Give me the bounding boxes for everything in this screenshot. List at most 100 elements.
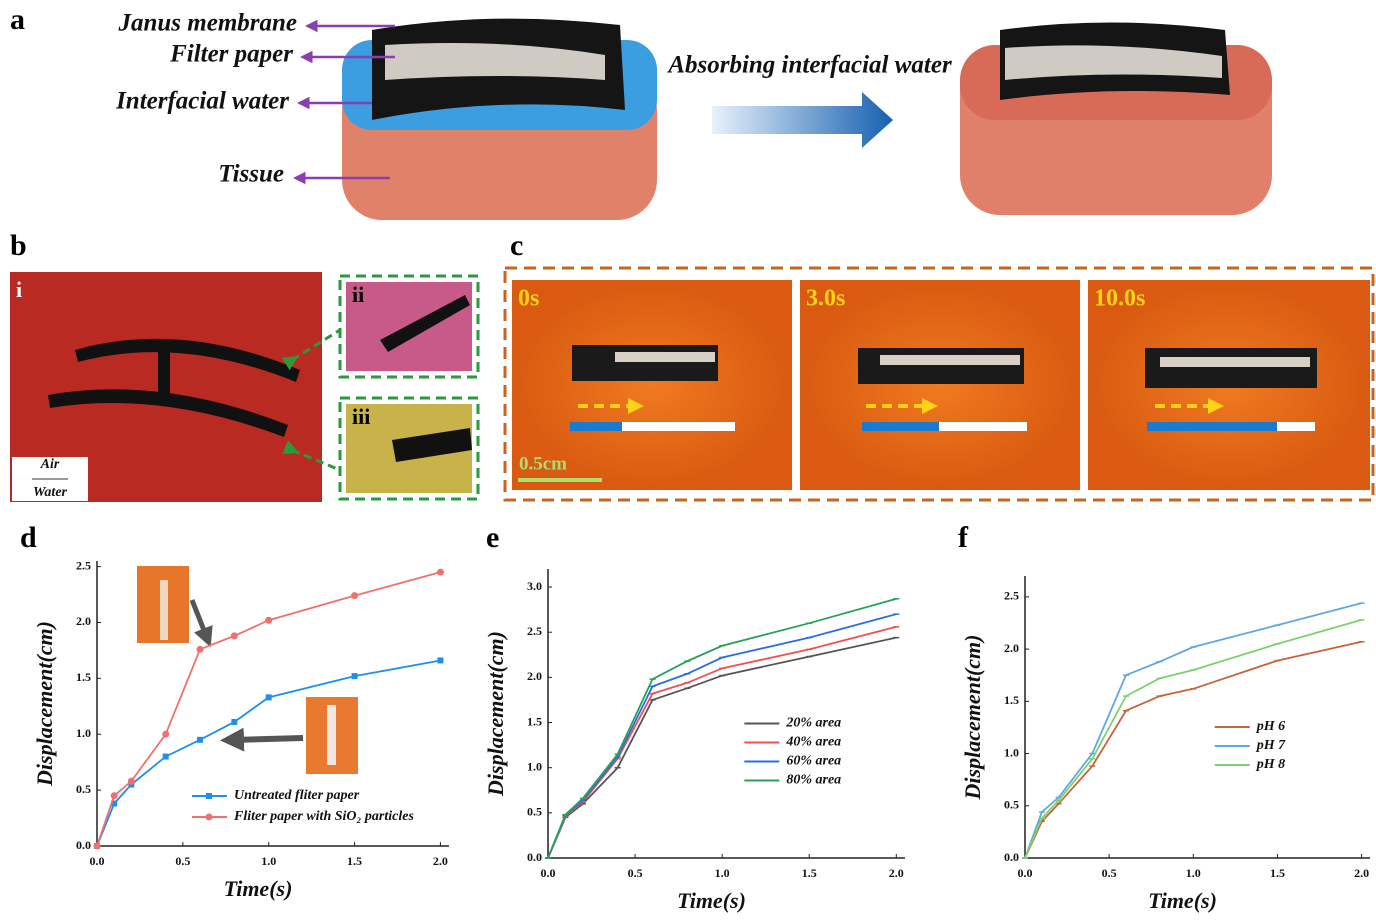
series-line — [548, 638, 896, 858]
y-axis-label: Displacement(cm) — [960, 635, 985, 801]
inset-label: i — [16, 277, 22, 302]
point — [437, 657, 443, 663]
y-tick-label: 1.0 — [527, 759, 542, 773]
y-tick-label: 2.5 — [527, 624, 542, 638]
point — [163, 754, 169, 760]
y-tick-label: 0.5 — [527, 805, 542, 819]
x-tick-label: 0.5 — [175, 854, 190, 868]
y-axis-label: Displacement(cm) — [32, 621, 57, 787]
series-line — [1025, 642, 1362, 858]
progress-bars — [570, 422, 1315, 431]
y-tick-label: 1.5 — [527, 714, 542, 728]
panel-label: e — [486, 521, 499, 554]
x-tick-label: 0.5 — [628, 866, 643, 880]
legend-label: 40% area — [785, 735, 841, 750]
y-tick-label: 1.5 — [76, 670, 91, 684]
x-axis-label: Time(s) — [677, 888, 746, 913]
series-line — [548, 627, 896, 858]
y-tick-label: 2.0 — [1004, 641, 1019, 655]
point — [231, 632, 238, 639]
x-tick-label: 1.5 — [347, 854, 362, 868]
panel-label: b — [10, 229, 27, 262]
x-tick-label: 1.5 — [1270, 866, 1285, 880]
frame-time: 10.0s — [1094, 286, 1145, 312]
inset-label: ii — [352, 282, 364, 307]
interface-label: Air — [40, 457, 60, 472]
x-axis-label: Time(s) — [224, 876, 293, 901]
panel-label: a — [10, 3, 25, 36]
panel-label: f — [958, 521, 969, 554]
point — [266, 694, 272, 700]
x-tick-label: 2.0 — [433, 854, 448, 868]
panel-label: d — [20, 521, 37, 554]
x-tick-label: 1.0 — [715, 866, 730, 880]
point — [351, 592, 358, 599]
x-tick-label: 2.0 — [889, 866, 904, 880]
x-axis-label: Time(s) — [1148, 888, 1217, 913]
legend-label: 20% area — [785, 716, 841, 731]
point — [197, 737, 203, 743]
point — [111, 792, 118, 799]
y-tick-label: 0.5 — [76, 782, 91, 796]
legend-label: pH 6 — [1256, 719, 1285, 734]
series-line — [1025, 620, 1362, 858]
legend-label: 60% area — [786, 754, 841, 769]
y-tick-label: 2.0 — [527, 669, 542, 683]
x-tick-label: 2.0 — [1354, 866, 1369, 880]
figure: a Janus membrane Filter paper Interfacia… — [0, 0, 1376, 920]
scale-label: 0.5cm — [519, 453, 567, 474]
d-insets — [137, 566, 358, 774]
inset-label: iii — [352, 404, 370, 429]
legend-label: 80% area — [786, 773, 841, 788]
axes — [1025, 576, 1370, 858]
legend-marker — [206, 814, 213, 821]
legend-marker — [206, 793, 212, 799]
series-line — [548, 599, 896, 858]
panel-a: a Janus membrane Filter paper Interfacia… — [10, 3, 1272, 220]
x-tick-label: 0.0 — [541, 866, 556, 880]
callout: Filter paper — [169, 41, 293, 68]
callout: Janus membrane — [117, 10, 297, 37]
x-tick-label: 1.0 — [261, 854, 276, 868]
x-tick-label: 1.5 — [802, 866, 817, 880]
panel-c: c 0s 3.0s 10.0s 0.5cm — [505, 229, 1373, 500]
panel-label: c — [510, 229, 523, 262]
point — [128, 778, 135, 785]
y-tick-label: 0.0 — [527, 850, 542, 864]
point — [231, 719, 237, 725]
axes — [548, 569, 905, 858]
x-tick-label: 1.0 — [1186, 866, 1201, 880]
point — [94, 843, 101, 850]
process-arrow — [712, 92, 893, 148]
point — [265, 617, 272, 624]
scale-bar — [518, 478, 602, 482]
panel-b: b i Air Water ii iii — [10, 229, 478, 502]
series-line — [1025, 603, 1362, 858]
y-tick-label: 3.0 — [527, 579, 542, 593]
frame-time: 3.0s — [806, 286, 845, 312]
legend-label: Untreated fliter paper — [234, 788, 360, 803]
x-tick-label: 0.5 — [1102, 866, 1117, 880]
frame-time: 0s — [518, 286, 539, 312]
y-tick-label: 0.5 — [1004, 798, 1019, 812]
legend-label: Fliter paper with SiO₂ particles — [233, 809, 414, 824]
series-line — [548, 614, 896, 858]
y-axis-label: Displacement(cm) — [483, 631, 508, 797]
y-tick-label: 0.0 — [1004, 850, 1019, 864]
point — [197, 646, 204, 653]
y-tick-label: 1.0 — [76, 726, 91, 740]
legend-label: pH 8 — [1256, 757, 1285, 772]
point — [352, 673, 358, 679]
callout: Tissue — [218, 161, 284, 188]
y-tick-label: 2.5 — [1004, 589, 1019, 603]
y-tick-label: 2.0 — [76, 614, 91, 628]
y-tick-label: 1.5 — [1004, 693, 1019, 707]
y-tick-label: 0.0 — [76, 838, 91, 852]
y-tick-label: 1.0 — [1004, 745, 1019, 759]
point — [437, 569, 444, 576]
y-tick-label: 2.5 — [76, 558, 91, 572]
x-tick-label: 0.0 — [1018, 866, 1033, 880]
point — [162, 731, 169, 738]
x-tick-label: 0.0 — [90, 854, 105, 868]
strip — [158, 345, 170, 405]
